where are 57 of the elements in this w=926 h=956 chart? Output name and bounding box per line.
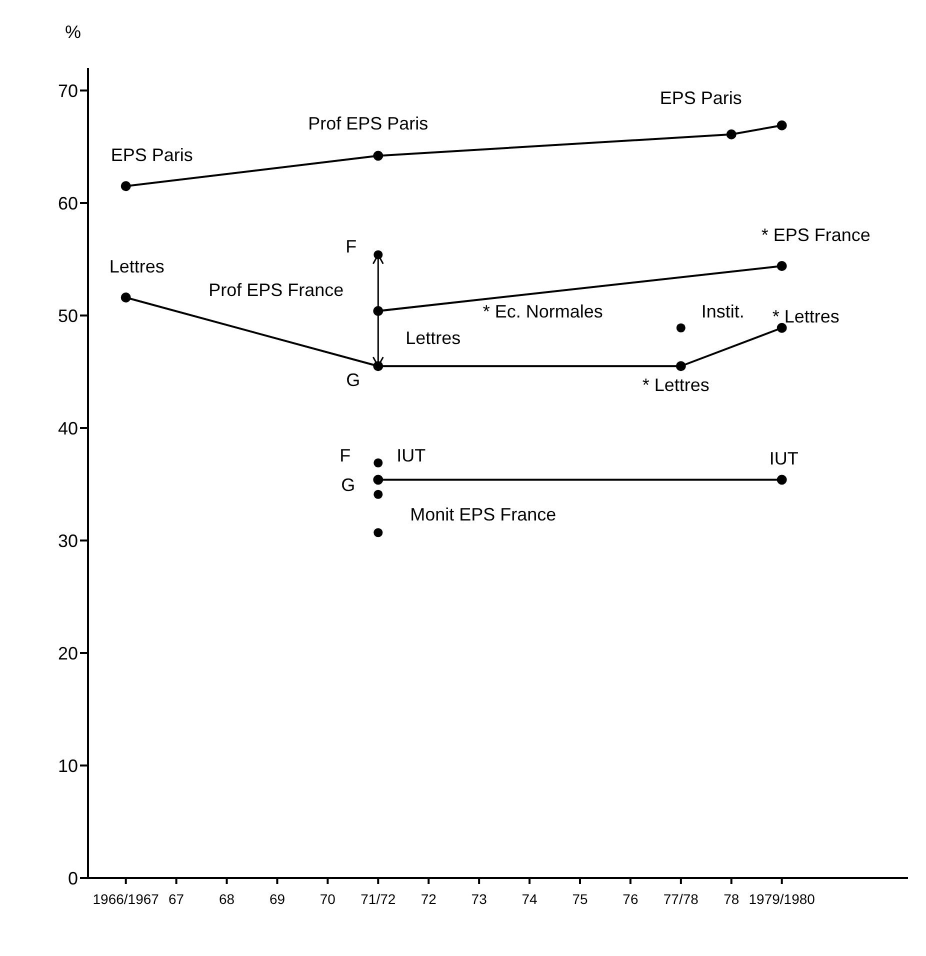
x-tick-label: 69 bbox=[269, 891, 286, 907]
point bbox=[676, 323, 686, 332]
x-tick-label: 73 bbox=[471, 891, 488, 907]
annotation: G bbox=[341, 475, 356, 496]
x-tick-label: 70 bbox=[320, 891, 336, 907]
y-tick-label: 20 bbox=[58, 643, 78, 664]
annotation: * Ec. Normales bbox=[482, 302, 603, 322]
annotation: Prof EPS Paris bbox=[308, 114, 428, 134]
annotation: Lettres bbox=[406, 328, 461, 348]
annotation: Instit. bbox=[701, 302, 744, 322]
y-tick-label: 50 bbox=[58, 306, 78, 326]
point bbox=[373, 474, 384, 485]
point bbox=[776, 322, 787, 333]
x-tick-label: 74 bbox=[522, 891, 538, 907]
annotation: Monit EPS France bbox=[410, 504, 556, 524]
point bbox=[120, 292, 131, 302]
x-tick-label: 77/78 bbox=[663, 891, 699, 907]
x-tick-label: 1966/1967 bbox=[92, 891, 160, 907]
point bbox=[373, 150, 384, 161]
x-tick-label: 71/72 bbox=[360, 891, 396, 907]
point bbox=[120, 181, 131, 192]
y-tick-label: 30 bbox=[58, 530, 78, 551]
point bbox=[374, 250, 383, 260]
point bbox=[776, 120, 787, 130]
point bbox=[776, 474, 787, 485]
annotation: * Lettres bbox=[642, 374, 710, 395]
annotation: F bbox=[340, 446, 351, 466]
annotation: IUT bbox=[769, 448, 798, 468]
y-tick-label: 0 bbox=[68, 868, 78, 888]
annotation: * Lettres bbox=[772, 306, 840, 327]
point bbox=[676, 361, 686, 372]
point bbox=[776, 261, 787, 271]
y-tick-label: 40 bbox=[58, 418, 78, 438]
x-tick-label: 76 bbox=[622, 891, 638, 907]
point bbox=[726, 129, 736, 140]
point bbox=[373, 306, 384, 316]
x-tick-label: 78 bbox=[724, 891, 740, 907]
annotation: Prof EPS France bbox=[208, 280, 344, 300]
x-tick-label: 75 bbox=[572, 891, 588, 907]
point bbox=[374, 490, 383, 499]
x-tick-label: 1979/1980 bbox=[748, 891, 816, 907]
annotation: IUT bbox=[396, 446, 426, 466]
annotation: EPS Paris bbox=[110, 144, 193, 165]
y-tick-label: 60 bbox=[58, 193, 78, 214]
y-axis-title: % bbox=[64, 22, 82, 42]
y-tick-label: 10 bbox=[58, 756, 78, 776]
point bbox=[374, 458, 383, 468]
annotation: * EPS France bbox=[761, 224, 870, 245]
x-tick-label: 67 bbox=[168, 891, 184, 907]
point bbox=[374, 528, 383, 538]
x-tick-label: 68 bbox=[218, 891, 235, 907]
annotation: F bbox=[346, 236, 357, 256]
y-tick-label: 70 bbox=[58, 80, 78, 101]
annotation: G bbox=[346, 370, 360, 390]
annotation: EPS Paris bbox=[660, 88, 742, 108]
x-tick-label: 72 bbox=[420, 891, 437, 907]
annotation: Lettres bbox=[109, 256, 164, 276]
